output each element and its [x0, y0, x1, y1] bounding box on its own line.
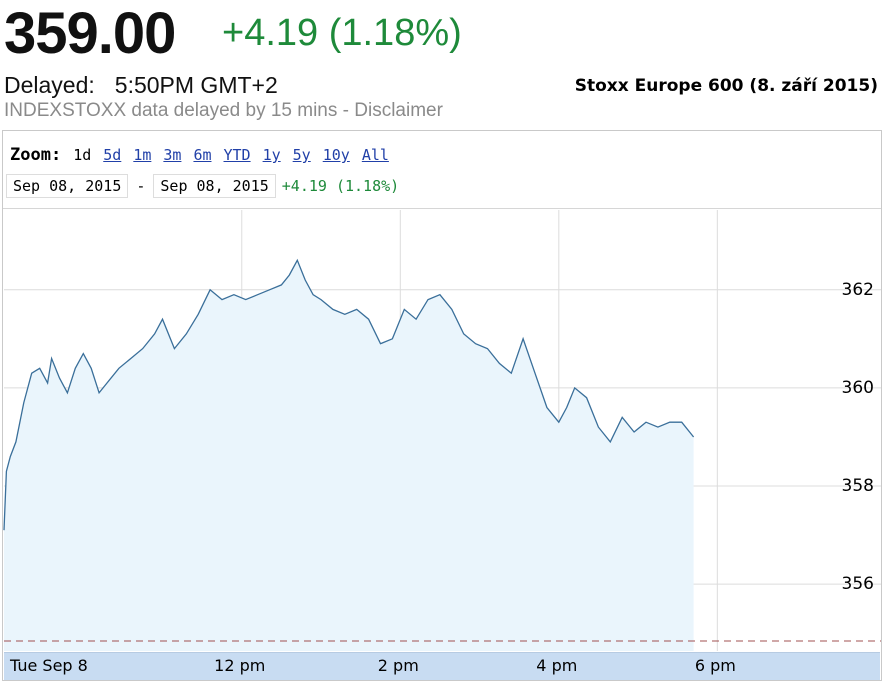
zoom-option-5y[interactable]: 5y	[292, 146, 311, 164]
series-line	[3, 258, 695, 531]
price-change: +4.19 (1.18%)	[222, 12, 462, 54]
y-tick-label: 356	[842, 574, 874, 594]
delayed-label: Delayed:	[4, 72, 95, 98]
x-tick-label: Tue Sep 8	[10, 656, 88, 675]
zoom-option-6m[interactable]: 6m	[193, 146, 212, 164]
x-tick-label: 12 pm	[214, 656, 266, 675]
delayed-status: Delayed: 5:50PM GMT+2	[4, 71, 278, 99]
x-tick-label: 6 pm	[694, 656, 736, 675]
date-separator: -	[136, 177, 146, 195]
date-to-field[interactable]: Sep 08, 2015	[153, 174, 276, 198]
header-divider	[3, 208, 881, 209]
disclaimer-link[interactable]: INDEXSTOXX data delayed by 15 mins - Dis…	[4, 100, 443, 121]
x-axis-band: Tue Sep 8 12 pm 2 pm 4 pm 6 pm	[4, 652, 880, 680]
series-area	[4, 260, 694, 651]
zoom-option-1d[interactable]: 1d	[73, 146, 92, 164]
date-from-field[interactable]: Sep 08, 2015	[6, 174, 129, 198]
zoom-option-5d[interactable]: 5d	[103, 146, 122, 164]
y-tick-label: 358	[842, 476, 874, 496]
range-change: +4.19 (1.18%)	[281, 177, 400, 195]
x-tick-label: 4 pm	[536, 656, 578, 675]
zoom-bar: Zoom: 1d 5d 1m 3m 6m YTD 1y 5y 10y All	[10, 144, 401, 166]
zoom-option-all[interactable]: All	[361, 146, 389, 164]
zoom-option-10y[interactable]: 10y	[322, 146, 350, 164]
date-range: Sep 08, 2015 - Sep 08, 2015 +4.19 (1.18%…	[6, 173, 399, 199]
zoom-options: 1d 5d 1m 3m 6m YTD 1y 5y 10y All	[73, 144, 401, 166]
zoom-option-1m[interactable]: 1m	[133, 146, 152, 164]
y-tick-label: 362	[842, 280, 874, 300]
current-price: 359.00	[4, 1, 176, 66]
zoom-option-ytd[interactable]: YTD	[223, 146, 251, 164]
zoom-label: Zoom:	[10, 145, 62, 165]
delayed-time: 5:50PM GMT+2	[114, 72, 278, 98]
chart-caption: Stoxx Europe 600 (8. září 2015)	[574, 76, 878, 96]
x-tick-label: 2 pm	[377, 656, 419, 675]
zoom-option-1y[interactable]: 1y	[262, 146, 281, 164]
y-tick-label: 360	[842, 378, 874, 398]
zoom-option-3m[interactable]: 3m	[163, 146, 182, 164]
